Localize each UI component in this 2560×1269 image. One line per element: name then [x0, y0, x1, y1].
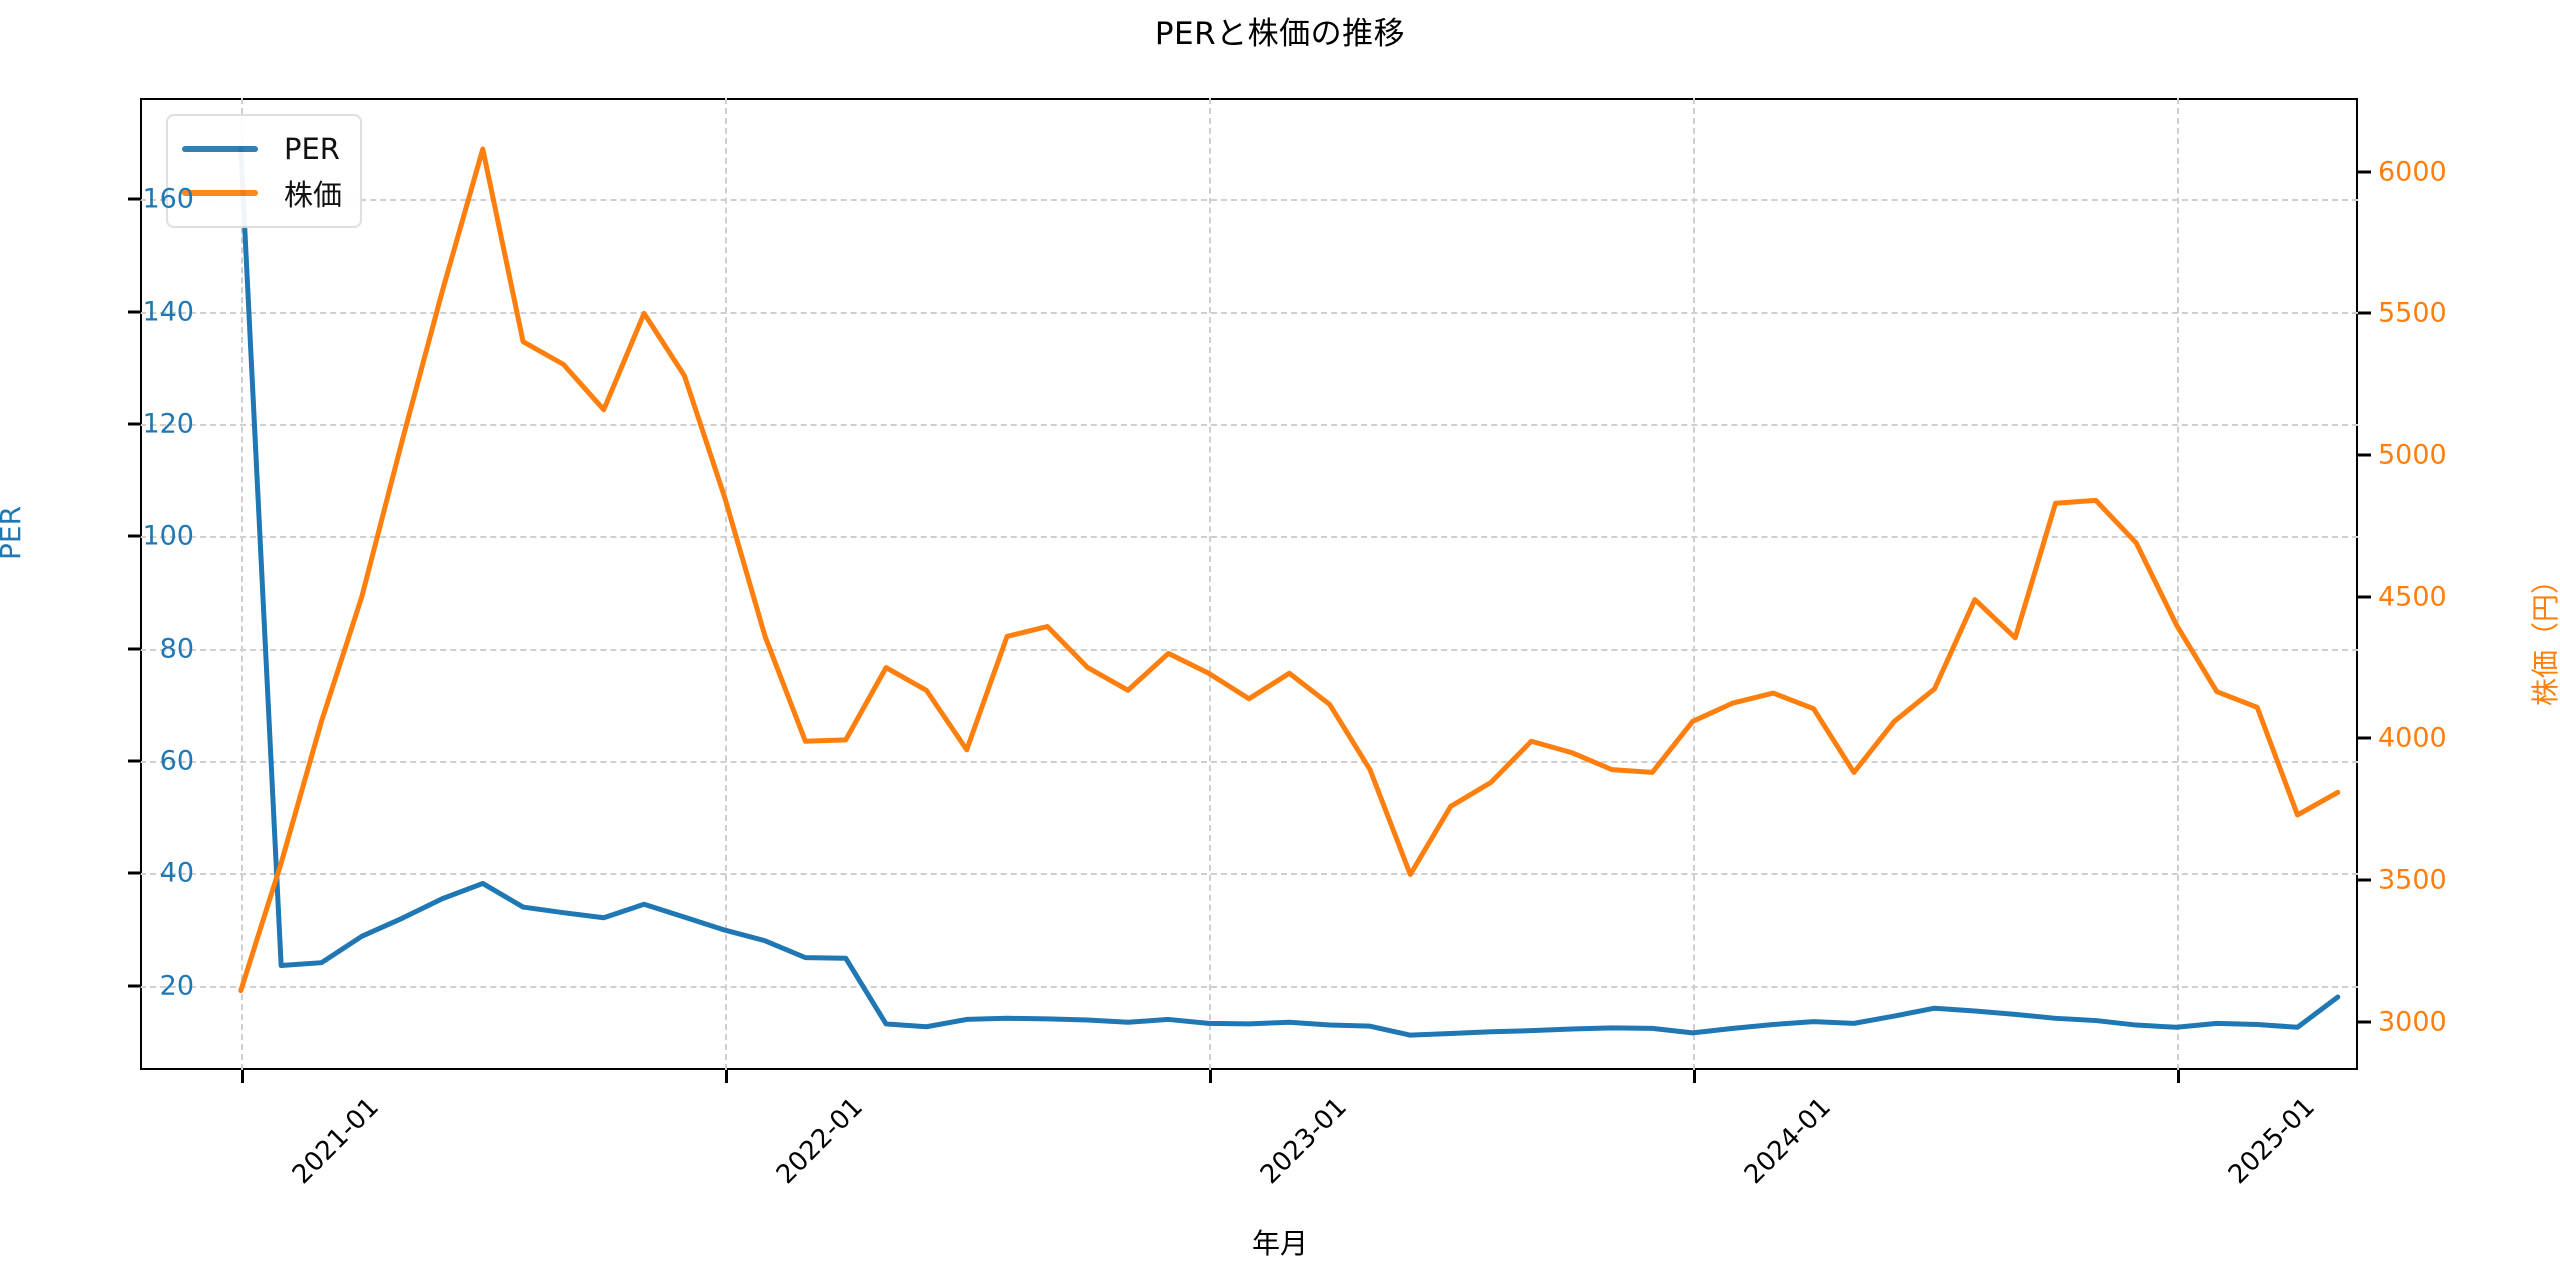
y-axis-left-tickmark — [128, 534, 141, 538]
y-axis-left-tick-120: 120 — [142, 408, 194, 440]
x-axis-tick-2024-01: 2024-01 — [1738, 1092, 1837, 1191]
x-axis-tick-2022-01: 2022-01 — [770, 1092, 869, 1191]
y-axis-right-tickmark — [2358, 170, 2371, 174]
gridline-vertical — [240, 98, 243, 1070]
x-axis-tick-2023-01: 2023-01 — [1254, 1092, 1353, 1191]
legend-swatch-kabuka — [182, 190, 258, 196]
y-axis-left-tick-60: 60 — [159, 745, 194, 777]
gridline-vertical — [1692, 98, 1695, 1070]
x-axis-tickmark — [724, 1070, 728, 1083]
series-line-PER — [238, 146, 2341, 1038]
y-axis-right-label: 株価（円） — [2529, 565, 2560, 706]
y-axis-left-tick-100: 100 — [142, 520, 194, 552]
legend-label-kabuka: 株価 — [284, 178, 343, 212]
gridline-horizontal — [140, 873, 2358, 876]
x-axis-tickmark — [240, 1070, 244, 1083]
x-axis-tickmark — [1692, 1070, 1696, 1083]
y-axis-left-tick-160: 160 — [142, 183, 194, 215]
legend-item-kabuka[interactable]: 株価 — [182, 171, 342, 215]
plot-area: PER 株価 — [140, 98, 2358, 1070]
y-axis-right-tickmark — [2358, 311, 2371, 315]
y-axis-right-tick-6000: 6000 — [2378, 156, 2447, 188]
gridline-horizontal — [140, 423, 2358, 426]
gridline-horizontal — [140, 199, 2358, 202]
legend-item-per[interactable]: PER — [182, 127, 342, 171]
y-axis-right-tick-4500: 4500 — [2378, 581, 2447, 613]
y-axis-left-tickmark — [128, 197, 141, 201]
gridline-horizontal — [140, 648, 2358, 651]
y-axis-left-tickmark — [128, 871, 141, 875]
y-axis-right-tickmark — [2358, 1020, 2371, 1024]
x-axis-tick-2025-01: 2025-01 — [2222, 1092, 2321, 1191]
plot-frame — [140, 98, 2358, 1070]
y-axis-right-tickmark — [2358, 595, 2371, 599]
y-axis-right-tickmark — [2358, 878, 2371, 882]
y-axis-right-tick-3500: 3500 — [2378, 864, 2447, 896]
x-axis-tick-2021-01: 2021-01 — [286, 1092, 385, 1191]
y-axis-left-tickmark — [128, 422, 141, 426]
gridline-horizontal — [140, 536, 2358, 539]
gridline-horizontal — [140, 311, 2358, 314]
x-axis-label: 年月 — [1251, 1227, 1308, 1260]
y-axis-right-tickmark — [2358, 736, 2371, 740]
y-axis-right-tickmark — [2358, 453, 2371, 457]
chart-legend[interactable]: PER 株価 — [166, 114, 363, 228]
y-axis-right-tick-4000: 4000 — [2378, 722, 2447, 754]
series-line-株価 — [238, 146, 2341, 994]
y-axis-left-tickmark — [128, 759, 141, 763]
gridline-horizontal — [140, 985, 2358, 988]
y-axis-left-tickmark — [128, 310, 141, 313]
legend-swatch-per — [182, 146, 258, 152]
gridline-horizontal — [140, 760, 2358, 763]
gridline-vertical — [1208, 98, 1211, 1070]
x-axis-tickmark — [2176, 1070, 2180, 1083]
y-axis-left-tickmark — [128, 647, 141, 651]
y-axis-left-label: PER — [0, 505, 27, 560]
y-axis-left-tick-80: 80 — [159, 633, 194, 665]
gridline-vertical — [2176, 98, 2179, 1070]
y-axis-right-tick-3000: 3000 — [2378, 1006, 2447, 1038]
y-axis-left-tick-20: 20 — [159, 970, 194, 1002]
y-axis-left-tickmark — [128, 984, 141, 988]
y-axis-left-tick-40: 40 — [159, 857, 194, 889]
gridline-vertical — [724, 98, 727, 1070]
y-axis-right-tick-5500: 5500 — [2378, 297, 2447, 329]
legend-label-per: PER — [284, 132, 340, 166]
series-lines — [238, 146, 2341, 1038]
y-axis-right-tick-5000: 5000 — [2378, 439, 2447, 471]
y-axis-left-tick-140: 140 — [142, 296, 194, 327]
x-axis-tickmark — [1208, 1070, 1212, 1083]
chart-title: PERと株価の推移 — [1154, 16, 1406, 52]
